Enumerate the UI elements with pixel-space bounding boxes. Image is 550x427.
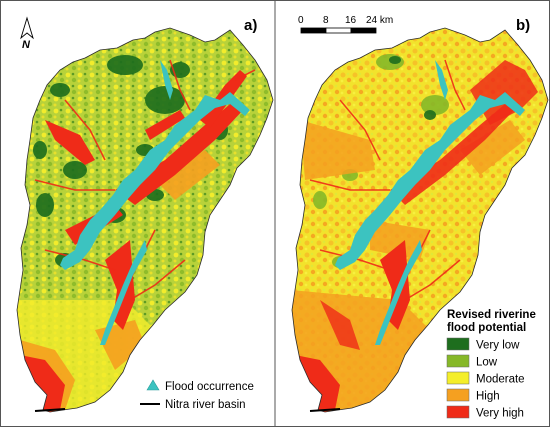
legend-b-title-line2: flood potential <box>447 322 526 334</box>
legend-swatch-very-high <box>446 405 470 419</box>
legend-swatch-moderate <box>446 371 470 385</box>
legend-label-low: Low <box>476 357 498 369</box>
legend-swatch-high <box>446 388 470 402</box>
legend-b-title-line1: Revised riverine <box>447 309 536 321</box>
north-arrow: N <box>20 16 34 51</box>
legend-b: Revised riverine flood potential Very lo… <box>446 309 536 420</box>
panel-b-label: b) <box>516 17 530 34</box>
north-arrow-icon <box>20 16 34 40</box>
legend-swatch-very-low <box>446 337 470 351</box>
legend-label-very-low: Very low <box>476 340 520 352</box>
legend-swatch-low <box>446 354 470 368</box>
scale-bar: 0 8 16 24 km <box>298 15 393 34</box>
panel-b-map <box>291 27 549 413</box>
flood-occurrence-marker-icon <box>146 379 160 391</box>
panel-a-label: a) <box>244 17 257 34</box>
north-label: N <box>22 39 31 51</box>
legend-a: Flood occurrence Nitra river basin <box>140 379 254 411</box>
scale-tick-1: 8 <box>323 15 329 26</box>
legend-label-high: High <box>476 391 500 403</box>
legend-label-very-high: Very high <box>476 408 524 420</box>
panel-a-map <box>16 27 274 413</box>
scale-tick-0: 0 <box>298 15 304 26</box>
scale-tick-3: 24 km <box>366 15 393 26</box>
legend-flood-occurrence: Flood occurrence <box>165 381 254 393</box>
legend-label-moderate: Moderate <box>476 374 525 386</box>
scale-tick-2: 16 <box>345 15 357 26</box>
legend-basin: Nitra river basin <box>165 399 246 411</box>
